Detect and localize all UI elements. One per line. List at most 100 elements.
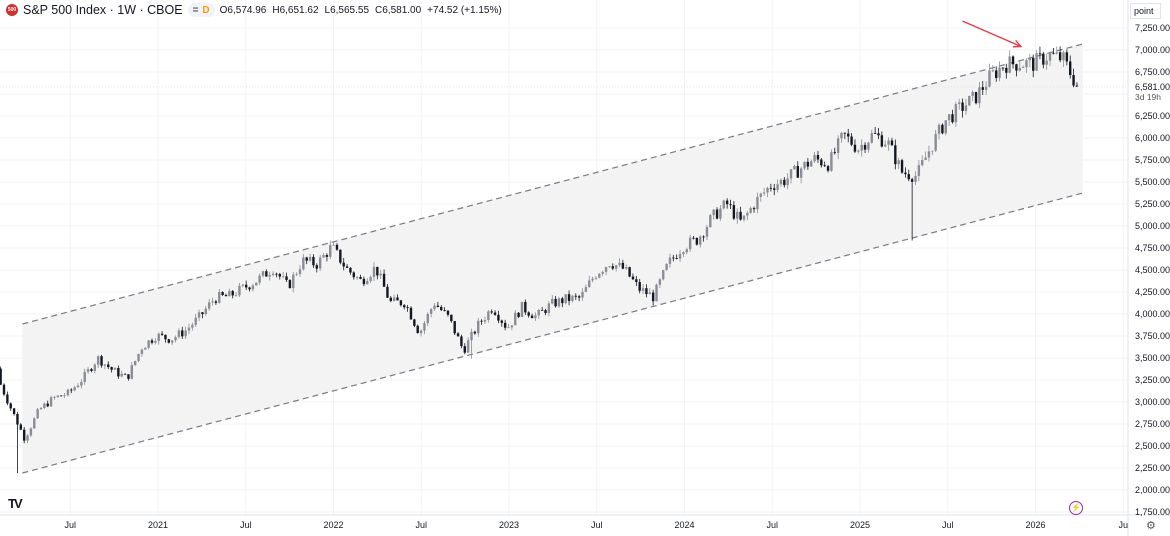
candle-body [544, 310, 547, 314]
candle-body [995, 70, 998, 78]
candle-body [1042, 53, 1045, 65]
candle-body [90, 369, 93, 371]
time-tick-label: 2022 [323, 520, 344, 530]
candle-body [167, 339, 171, 343]
candle-body [110, 367, 113, 370]
candle-body [524, 301, 527, 313]
candle-body [355, 277, 359, 278]
candle-body [638, 281, 641, 291]
time-tick-label: 2023 [498, 520, 520, 530]
price-tick-label: 3,250.00 [1135, 375, 1170, 385]
candle-body [826, 166, 830, 171]
candle-body [887, 140, 890, 145]
candle-body [187, 327, 191, 331]
candle-body [503, 322, 507, 328]
candle-body [655, 284, 658, 302]
arrow-head-icon [1012, 39, 1023, 48]
channel-upper-line [22, 43, 1083, 325]
candle-body [621, 262, 625, 269]
market-status[interactable]: = D [187, 3, 215, 17]
candle-body [1075, 85, 1079, 87]
candle-body [998, 67, 1001, 78]
candle-body [779, 179, 783, 185]
price-tick-label: 6,750.00 [1135, 67, 1170, 77]
candle-body [490, 311, 493, 313]
price-unit-button[interactable]: point [1130, 3, 1161, 19]
price-tick-label: 7,000.00 [1135, 45, 1170, 55]
equals-icon: = [192, 4, 199, 16]
candle-body [964, 105, 968, 111]
candle-body [614, 265, 618, 269]
candle-body [628, 267, 631, 277]
symbol-title[interactable]: S&P 500 Index · 1W · CBOE [23, 3, 183, 17]
candle-body [651, 292, 655, 302]
time-tick-label: Jul [941, 520, 954, 530]
candle-body [86, 369, 90, 372]
candle-body [386, 286, 389, 298]
candle-body [1028, 57, 1032, 61]
candle-body [2, 384, 6, 395]
candle-body [305, 257, 308, 261]
lightning-icon[interactable]: ⚡ [1069, 501, 1083, 515]
candle-body [403, 305, 406, 308]
candle-body [16, 413, 19, 425]
settings-gear-icon[interactable]: ⚙ [1146, 520, 1156, 532]
candle-body [450, 314, 453, 322]
price-tick-label: 6,250.00 [1135, 111, 1170, 121]
price-tick-label: 3,750.00 [1135, 331, 1170, 341]
candle-body [181, 330, 184, 337]
candle-body [144, 347, 147, 350]
candle-body [796, 166, 799, 178]
candle-body [120, 373, 123, 377]
candle-body [339, 249, 342, 263]
candle-body [1055, 52, 1058, 54]
candle-body [369, 276, 372, 282]
candle-body [974, 91, 978, 104]
candle-body [238, 285, 241, 296]
candle-body [766, 187, 769, 193]
price-tick-label: 2,500.00 [1135, 441, 1170, 451]
candle-body [540, 309, 544, 311]
candle-body [1015, 64, 1018, 71]
candle-body [823, 165, 826, 167]
candle-body [762, 192, 766, 194]
candle-body [281, 276, 285, 278]
time-tick-label: Jul [64, 520, 77, 530]
candle-body [1008, 56, 1011, 73]
candle-body [685, 249, 688, 253]
candle-body [352, 272, 355, 278]
candle-body [517, 312, 520, 317]
candle-body [907, 174, 910, 180]
candle-body [389, 297, 392, 301]
candle-body [894, 145, 897, 165]
candle-body [910, 179, 914, 182]
candle-body [150, 340, 154, 343]
candle-body [0, 368, 2, 385]
candle-body [6, 394, 9, 404]
candle-body [419, 330, 423, 334]
price-tick-label: 3,500.00 [1135, 353, 1170, 363]
candle-body [863, 144, 867, 150]
candle-body [56, 395, 60, 398]
candle-body [937, 124, 941, 134]
candle-body [1001, 67, 1005, 69]
candle-body [80, 381, 83, 386]
candle-body [944, 120, 947, 134]
time-tick-label: 2025 [849, 520, 871, 530]
candle-body [752, 208, 756, 210]
candle-body [581, 291, 584, 298]
candle-body [853, 144, 857, 152]
price-tick-label: 4,000.00 [1135, 309, 1170, 319]
tradingview-logo[interactable]: TV [8, 496, 23, 511]
candle-body [258, 275, 261, 283]
candle-body [43, 403, 46, 408]
candle-body [722, 200, 725, 209]
candle-body [941, 124, 944, 134]
candle-body [460, 336, 463, 347]
candle-body [191, 324, 194, 328]
candle-body [1062, 52, 1065, 61]
candle-body [618, 262, 621, 266]
candle-body [890, 140, 894, 146]
candle-body [53, 397, 56, 398]
